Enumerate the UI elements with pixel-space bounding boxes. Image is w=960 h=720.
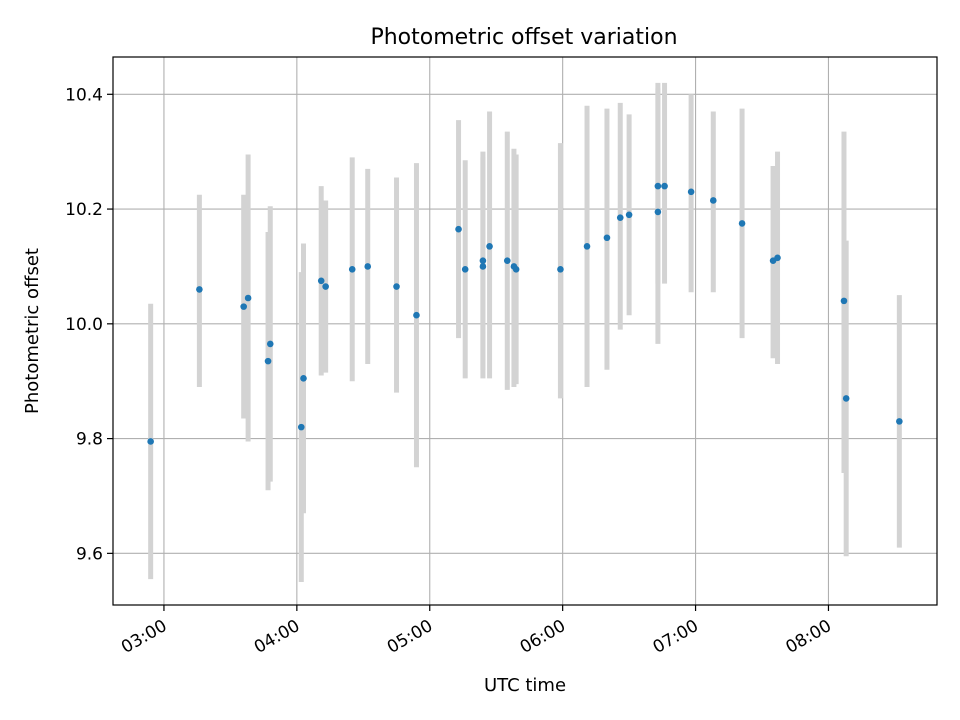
data-point xyxy=(654,182,662,190)
y-tick-label: 9.8 xyxy=(76,430,103,450)
data-point xyxy=(661,182,668,190)
y-axis-label: Photometric offset xyxy=(22,248,43,414)
data-point xyxy=(479,257,487,265)
y-tick-label: 10.4 xyxy=(65,85,103,105)
data-point xyxy=(240,303,247,310)
data-point xyxy=(348,266,356,273)
data-point xyxy=(317,277,325,285)
data-point xyxy=(687,188,695,196)
data-point xyxy=(654,208,662,216)
y-tick-label: 10.0 xyxy=(65,315,103,335)
x-axis-label: UTC time xyxy=(484,675,566,696)
data-point xyxy=(196,286,203,293)
data-point xyxy=(840,297,848,305)
data-point xyxy=(583,243,591,250)
data-point xyxy=(297,423,305,431)
data-point xyxy=(266,340,274,348)
data-point xyxy=(147,438,154,445)
data-point xyxy=(503,257,511,265)
data-point xyxy=(896,418,903,425)
data-point xyxy=(842,395,850,402)
plot-frame xyxy=(112,56,938,606)
data-point xyxy=(393,283,400,290)
data-point xyxy=(264,357,272,365)
data-point xyxy=(603,234,611,242)
data-point xyxy=(709,197,717,204)
data-point xyxy=(774,254,781,262)
data-point xyxy=(300,375,307,382)
data-points xyxy=(147,182,903,445)
data-point xyxy=(244,294,252,302)
data-point xyxy=(455,225,462,233)
data-point xyxy=(512,266,520,273)
data-point xyxy=(413,311,420,319)
y-tick-label: 10.2 xyxy=(65,200,103,220)
data-point xyxy=(557,266,564,273)
data-point xyxy=(738,220,746,227)
data-point xyxy=(616,214,624,221)
grid xyxy=(113,57,937,605)
data-point xyxy=(625,211,633,219)
chart-title: Photometric offset variation xyxy=(370,25,677,50)
data-point xyxy=(364,263,372,270)
data-point xyxy=(322,283,329,290)
data-point xyxy=(486,243,493,250)
data-point xyxy=(461,266,469,273)
data-point xyxy=(479,263,487,270)
y-tick-label: 9.6 xyxy=(76,544,103,564)
